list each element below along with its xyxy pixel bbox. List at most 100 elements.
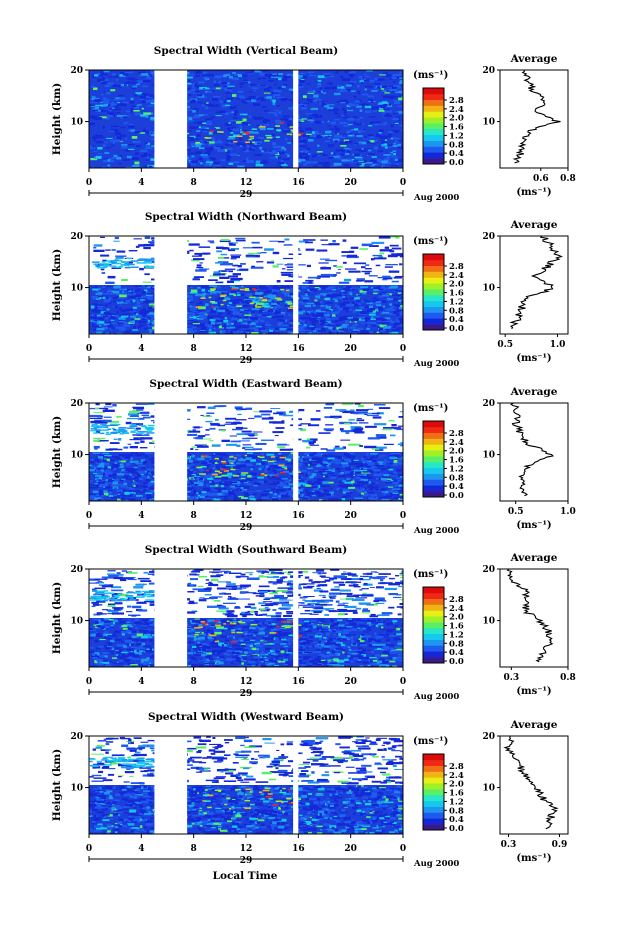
heatmap-cell <box>129 310 136 312</box>
heatmap-cell <box>343 453 352 456</box>
heatmap-cell <box>259 146 262 150</box>
heatmap-cell <box>211 88 215 92</box>
y-tick-label: 10 <box>70 284 83 294</box>
heatmap-cell <box>263 124 269 126</box>
heatmap-cell <box>148 458 156 461</box>
heatmap-cell <box>291 140 295 144</box>
heatmap-cell <box>190 470 193 473</box>
colorbar-tick-label: 0.0 <box>449 324 464 334</box>
heatmap-cell <box>367 141 372 144</box>
heatmap-cell <box>320 322 325 325</box>
heatmap-cell <box>214 299 219 302</box>
heatmap-cell <box>151 477 154 479</box>
heatmap-cell <box>100 109 109 112</box>
heatmap-cell <box>131 482 138 485</box>
heatmap-cell <box>371 258 375 261</box>
heatmap-cell <box>251 332 259 334</box>
heatmap-cell <box>287 285 291 289</box>
heatmap-cell <box>143 153 148 155</box>
heatmap-cell <box>239 86 243 88</box>
heatmap-cell <box>246 101 254 103</box>
heatmap-cell <box>232 134 240 137</box>
heatmap-cell <box>371 469 377 472</box>
heatmap-cell <box>255 490 262 492</box>
heatmap-cell <box>186 87 192 90</box>
heatmap-cell <box>264 136 269 139</box>
heatmap-cell <box>289 411 295 413</box>
heatmap-cell <box>258 96 264 99</box>
heatmap-cell <box>328 156 334 159</box>
heatmap-cell <box>401 128 403 132</box>
colorbar-swatch <box>423 306 444 313</box>
heatmap-cell <box>131 476 139 479</box>
heatmap-cell <box>108 316 115 320</box>
heatmap-cell <box>195 306 202 308</box>
heatmap-cell <box>225 465 233 467</box>
heatmap-cell <box>390 461 393 465</box>
heatmap-cell <box>144 455 149 458</box>
heatmap-cell <box>398 485 403 487</box>
heatmap-cell <box>352 329 360 331</box>
heatmap-cell <box>276 478 281 480</box>
heatmap-cell <box>300 107 307 110</box>
heatmap-cell <box>236 135 243 137</box>
heatmap-cell <box>201 128 208 131</box>
heatmap-cell <box>224 144 229 146</box>
heatmap-cell <box>198 306 206 310</box>
heatmap-cell <box>316 471 325 473</box>
heatmap-cell <box>252 87 259 89</box>
heatmap-cell <box>354 431 365 434</box>
heatmap-cell <box>132 306 137 309</box>
heatmap-cell <box>224 423 237 425</box>
heatmap-cell <box>259 297 263 299</box>
heatmap-cell <box>339 488 342 491</box>
heatmap-cell <box>246 318 250 321</box>
heatmap-cell <box>238 77 241 80</box>
heatmap-cell <box>322 472 330 474</box>
heatmap-cell <box>357 91 361 94</box>
heatmap-cell <box>356 106 362 108</box>
heatmap-cell <box>225 139 233 141</box>
heatmap-cell <box>121 279 128 281</box>
heatmap-cell <box>118 326 124 329</box>
heatmap-cell <box>133 326 136 329</box>
heatmap-cell <box>289 126 293 128</box>
heatmap-cell <box>244 314 252 316</box>
heatmap-cell <box>284 138 288 141</box>
heatmap-cell <box>271 290 277 293</box>
heatmap-cell <box>209 241 215 244</box>
heatmap-cell <box>363 79 370 82</box>
heatmap-cell <box>311 490 316 493</box>
heatmap-cell <box>389 85 394 88</box>
heatmap-cell <box>248 115 251 118</box>
heatmap-cell <box>340 289 345 292</box>
heatmap-cell <box>97 465 105 468</box>
heatmap-cell <box>193 330 197 332</box>
heatmap-cell <box>205 87 210 90</box>
heatmap-cell <box>248 85 252 87</box>
heatmap-cell <box>321 266 327 269</box>
heatmap-cell <box>196 492 199 494</box>
heatmap-cell <box>360 286 369 289</box>
heatmap-cell <box>323 493 331 495</box>
heatmap-cell <box>111 463 118 466</box>
heatmap-cell <box>185 149 190 151</box>
heatmap-cell <box>141 317 148 320</box>
heatmap-cell <box>206 499 215 501</box>
heatmap-cell <box>196 310 204 312</box>
heatmap-cell <box>220 303 224 306</box>
heatmap-cell <box>389 89 397 91</box>
heatmap-cell <box>243 79 248 82</box>
heatmap-cell <box>121 145 128 149</box>
heatmap-cell <box>287 303 293 305</box>
heatmap-cell <box>202 487 210 490</box>
heatmap-cell <box>214 469 218 472</box>
heatmap-cell <box>112 306 116 308</box>
heatmap-cell <box>362 478 368 480</box>
heatmap-cell <box>368 98 372 101</box>
heatmap-cell <box>239 473 243 475</box>
heatmap-cell <box>116 495 121 497</box>
heatmap-cell <box>111 327 116 329</box>
heatmap-cell <box>260 494 268 498</box>
heatmap-cell <box>113 285 119 289</box>
